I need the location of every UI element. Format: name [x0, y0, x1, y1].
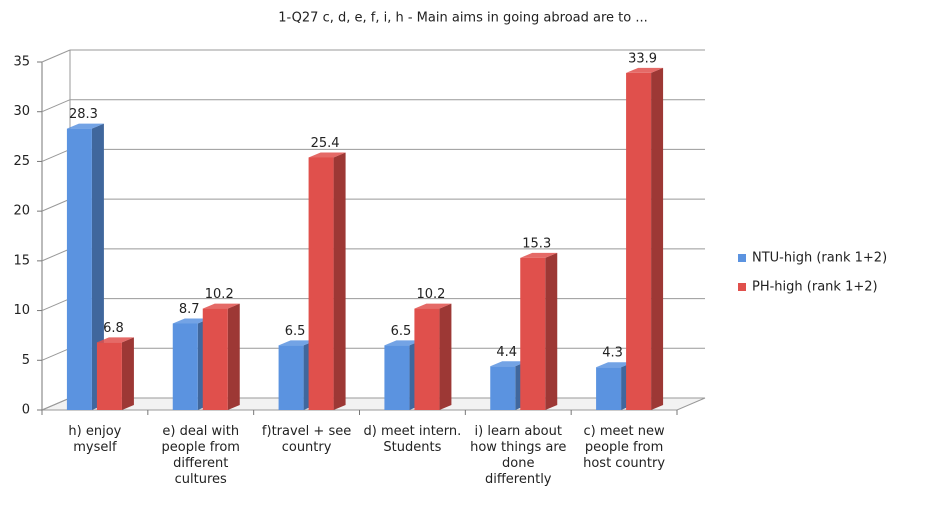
- data-label: 8.7: [179, 302, 200, 317]
- bar-top: [202, 303, 240, 309]
- bar-side: [651, 67, 664, 411]
- side-grid: [41, 298, 71, 312]
- x-tick-label: f)travel + see country: [261, 424, 352, 455]
- y-tick-label: 15: [13, 253, 30, 268]
- bar: [66, 128, 92, 411]
- side-grid: [41, 248, 71, 262]
- y-tick-label: 20: [13, 204, 30, 219]
- bar: [172, 323, 198, 410]
- bar-top: [490, 361, 528, 367]
- bar: [384, 345, 410, 410]
- y-tick-label: 35: [13, 55, 30, 70]
- data-label: 4.3: [602, 346, 623, 361]
- bar-top: [172, 318, 210, 324]
- x-tick-label: d) meet intern. Students: [363, 424, 462, 455]
- bar-side: [227, 303, 240, 410]
- bar-top: [308, 152, 346, 158]
- bar-top: [414, 303, 452, 309]
- data-label: 10.2: [205, 287, 234, 302]
- data-label: 4.4: [496, 345, 517, 360]
- bar-top: [596, 362, 634, 368]
- data-label: 33.9: [628, 51, 657, 66]
- bar-side: [439, 303, 452, 410]
- bar: [202, 308, 228, 410]
- bar: [308, 157, 334, 410]
- bar-side: [91, 123, 104, 411]
- side-grid: [41, 347, 71, 361]
- bar-top: [384, 340, 422, 346]
- side-grid: [41, 99, 71, 113]
- bar-side: [121, 337, 134, 410]
- bar: [490, 366, 516, 410]
- chart-title: 1-Q27 c, d, e, f, i, h - Main aims in go…: [278, 11, 648, 26]
- y-tick-label: 5: [22, 353, 30, 368]
- bar-top: [520, 252, 558, 258]
- bar-top: [626, 67, 664, 73]
- bar: [278, 345, 304, 410]
- y-tick-label: 30: [13, 104, 30, 119]
- data-label: 28.3: [69, 107, 98, 122]
- side-grid: [41, 397, 71, 411]
- data-label: 6.5: [391, 324, 412, 339]
- y-tick-label: 10: [13, 303, 30, 318]
- data-label: 6.8: [103, 321, 124, 336]
- legend-swatch: [738, 254, 746, 262]
- side-grid: [41, 148, 71, 162]
- bar: [626, 72, 652, 411]
- legend-label: NTU-high (rank 1+2): [752, 251, 887, 266]
- side-grid: [41, 49, 71, 63]
- data-label: 15.3: [522, 236, 551, 251]
- x-tick-label: c) meet new people from host country: [583, 424, 666, 471]
- bar: [596, 367, 622, 410]
- bar-side: [333, 152, 346, 411]
- side-grid: [41, 198, 71, 212]
- y-tick-label: 0: [22, 403, 30, 418]
- bar-top: [96, 337, 134, 343]
- bar: [414, 308, 440, 410]
- legend-swatch: [738, 283, 746, 291]
- bar: [96, 342, 122, 410]
- y-tick-label: 25: [13, 154, 30, 169]
- data-label: 6.5: [285, 324, 306, 339]
- data-label: 25.4: [311, 136, 340, 151]
- x-tick-label: h) enjoy myself: [68, 424, 122, 455]
- bar-top: [278, 340, 316, 346]
- bar: [520, 257, 546, 410]
- bar-side: [545, 252, 558, 410]
- data-label: 10.2: [416, 287, 445, 302]
- bar-top: [66, 123, 104, 129]
- legend-label: PH-high (rank 1+2): [752, 280, 878, 295]
- x-tick-label: i) learn about how things are done diffe…: [470, 424, 567, 487]
- x-tick-label: e) deal with people from different cultu…: [161, 424, 240, 487]
